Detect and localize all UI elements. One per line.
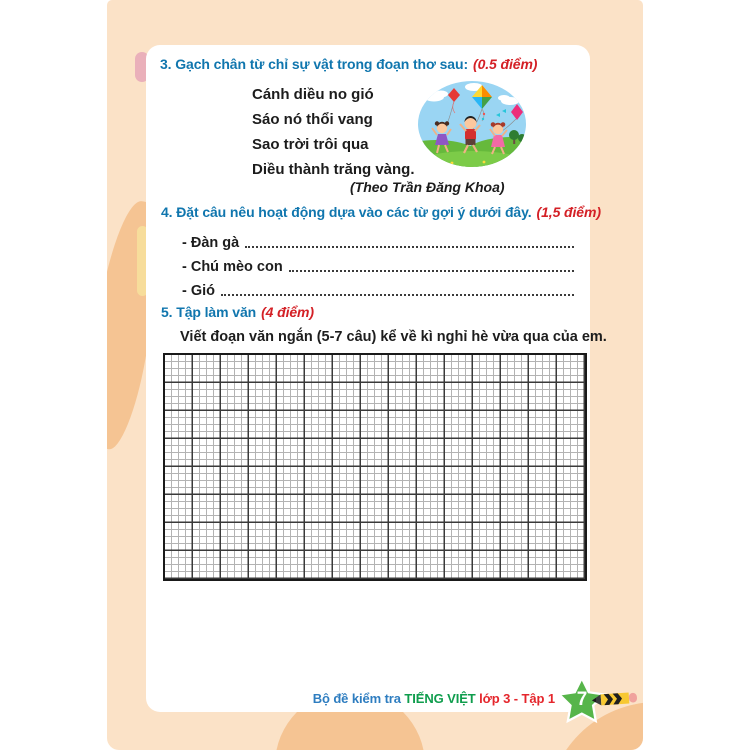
question4-answers: - Đàn gà - Chú mèo con - Gió bbox=[182, 228, 574, 300]
footer-edition: lớp 3 - Tập 1 bbox=[479, 691, 555, 706]
pencil-icon bbox=[592, 692, 638, 706]
star-icon: 7 bbox=[558, 675, 607, 724]
poem-line: Cánh diều no gió bbox=[252, 86, 374, 103]
answer-label: - Đàn gà bbox=[182, 235, 240, 251]
answer-row: - Gió bbox=[182, 276, 574, 300]
kites-illustration bbox=[418, 81, 526, 167]
question3-heading: 3. Gạch chân từ chỉ sự vật trong đoạn th… bbox=[160, 56, 537, 72]
answer-label: - Gió bbox=[182, 283, 216, 299]
question4-points: (1,5 điểm) bbox=[536, 204, 601, 220]
page-number: 7 bbox=[577, 689, 588, 710]
footer-subject: TIẾNG VIỆT bbox=[404, 691, 476, 706]
child-girl-purple bbox=[431, 121, 452, 154]
kite-red bbox=[448, 88, 460, 114]
footer-series: Bộ đề kiểm tra bbox=[312, 691, 401, 706]
question5-heading: 5. Tập làm văn (4 điểm) bbox=[161, 304, 314, 320]
decor-yellow-accent bbox=[137, 226, 148, 296]
question5-heading-text: 5. Tập làm văn bbox=[161, 304, 257, 320]
answer-row: - Chú mèo con bbox=[182, 252, 574, 276]
footer-banner: Bộ đề kiểm tra TIẾNG VIỆT lớp 3 - Tập 1 bbox=[313, 691, 555, 706]
answer-dotted-line bbox=[288, 270, 574, 272]
decor-pink-accent bbox=[135, 52, 149, 82]
writing-grid bbox=[163, 353, 587, 581]
question5-prompt: Viết đoạn văn ngắn (5-7 câu) kể về kì ng… bbox=[180, 329, 607, 345]
child-girl-pink bbox=[489, 122, 508, 155]
kite-multicolor bbox=[472, 85, 492, 122]
poem-line: Diều thành trăng vàng. bbox=[252, 161, 415, 178]
page-number-badge: 7 bbox=[558, 675, 638, 724]
answer-dotted-line bbox=[221, 294, 574, 296]
answer-row: - Đàn gà bbox=[182, 228, 574, 252]
question3-heading-text: 3. Gạch chân từ chỉ sự vật trong đoạn th… bbox=[160, 56, 469, 72]
child-boy-red bbox=[459, 116, 481, 154]
poem-attribution: (Theo Trần Đăng Khoa) bbox=[350, 179, 505, 195]
content-sheet: 3. Gạch chân từ chỉ sự vật trong đoạn th… bbox=[146, 45, 607, 712]
kite-pink bbox=[496, 104, 523, 120]
question4-heading-text: 4. Đặt câu nêu hoạt động dựa vào các từ … bbox=[161, 204, 532, 220]
poem-line: Sao trời trôi qua bbox=[252, 136, 369, 153]
answer-label: - Chú mèo con bbox=[182, 259, 283, 275]
poem-line: Sáo nó thổi vang bbox=[252, 111, 373, 128]
question5-points: (4 điểm) bbox=[261, 304, 314, 320]
question3-points: (0.5 điểm) bbox=[473, 56, 538, 72]
question4-heading: 4. Đặt câu nêu hoạt động dựa vào các từ … bbox=[161, 204, 601, 220]
poem-block: Cánh diều no gió Sáo nó thổi vang Sao tr… bbox=[252, 82, 415, 182]
answer-dotted-line bbox=[245, 246, 574, 248]
book-cover-frame: 3. Gạch chân từ chỉ sự vật trong đoạn th… bbox=[107, 0, 643, 750]
